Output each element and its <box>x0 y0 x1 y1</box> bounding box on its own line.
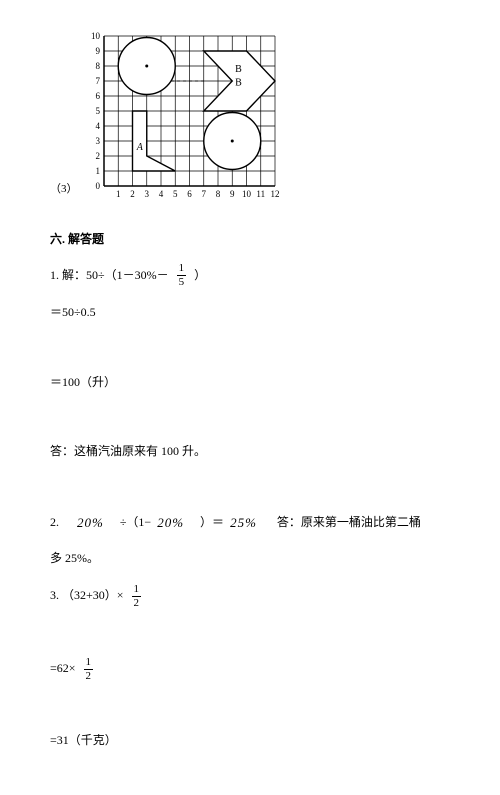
q2-mid1: ÷（1− <box>120 512 151 534</box>
q1-prefix: 1. 解：50÷（1－30%－ <box>50 265 169 287</box>
svg-text:7: 7 <box>95 76 100 86</box>
page: （3） 012345678910123456789101112ABB 六. 解答… <box>0 0 500 795</box>
svg-text:12: 12 <box>270 189 279 199</box>
figure-row: （3） 012345678910123456789101112ABB <box>50 30 450 200</box>
svg-text:B: B <box>235 64 242 75</box>
q2-mid2: ）＝ <box>200 512 224 534</box>
q2-p1: 20% <box>75 511 106 534</box>
svg-text:10: 10 <box>91 31 101 41</box>
q2-prefix: 2. <box>50 512 59 534</box>
q3-step1: =62× 1 2 <box>50 657 450 682</box>
q2-line2: 多 25%。 <box>50 548 450 570</box>
q3-frac-num: 1 <box>132 584 142 596</box>
svg-text:5: 5 <box>173 189 178 199</box>
q1-suffix: ） <box>194 265 206 287</box>
q2-tail: 答：原来第一桶油比第二桶 <box>277 512 421 534</box>
q3-frac: 1 2 <box>132 584 142 609</box>
svg-text:1: 1 <box>116 189 121 199</box>
q3-s1a: =62× <box>50 658 76 680</box>
q1-answer: 答：这桶汽油原来有 100 升。 <box>50 441 450 463</box>
q1-step1: ＝50÷0.5 <box>50 302 450 324</box>
svg-text:A: A <box>135 142 143 153</box>
svg-text:4: 4 <box>158 189 163 199</box>
svg-text:3: 3 <box>95 136 100 146</box>
q1-fraction: 1 5 <box>177 263 187 288</box>
q3-s1-num: 1 <box>84 657 94 669</box>
svg-text:4: 4 <box>95 121 100 131</box>
q2-line1: 2. 20% ÷（1− 20% ）＝ 25% 答：原来第一桶油比第二桶 <box>50 511 450 534</box>
svg-text:0: 0 <box>95 181 100 191</box>
svg-text:8: 8 <box>215 189 220 199</box>
q3-frac-den: 2 <box>132 596 142 609</box>
grid-figure: 012345678910123456789101112ABB <box>86 30 281 200</box>
figure-label: （3） <box>50 180 78 200</box>
q1-step2: ＝100（升） <box>50 372 450 394</box>
svg-text:2: 2 <box>95 151 100 161</box>
section-6-title: 六. 解答题 <box>50 230 450 247</box>
svg-text:8: 8 <box>95 61 100 71</box>
svg-text:11: 11 <box>256 189 265 199</box>
q2-p3: 25% <box>228 511 259 534</box>
svg-text:10: 10 <box>242 189 252 199</box>
q1-frac-den: 5 <box>177 275 187 288</box>
q1-frac-num: 1 <box>177 263 187 275</box>
svg-text:9: 9 <box>230 189 235 199</box>
q3-line1: 3. （32+30）× 1 2 <box>50 584 450 609</box>
svg-text:6: 6 <box>95 91 100 101</box>
svg-text:6: 6 <box>187 189 192 199</box>
svg-text:2: 2 <box>130 189 135 199</box>
q3-step2: =31（千克） <box>50 730 450 752</box>
svg-text:1: 1 <box>95 166 100 176</box>
svg-text:B: B <box>235 78 242 89</box>
svg-text:3: 3 <box>144 189 149 199</box>
svg-text:5: 5 <box>95 106 100 116</box>
q3-prefix: 3. （32+30）× <box>50 585 124 607</box>
q1-line1: 1. 解：50÷（1－30%－ 1 5 ） <box>50 263 450 288</box>
svg-text:9: 9 <box>95 46 100 56</box>
q3-s1-frac: 1 2 <box>84 657 94 682</box>
q2-p2: 20% <box>155 511 186 534</box>
svg-text:7: 7 <box>201 189 206 199</box>
q3-s1-den: 2 <box>84 669 94 682</box>
